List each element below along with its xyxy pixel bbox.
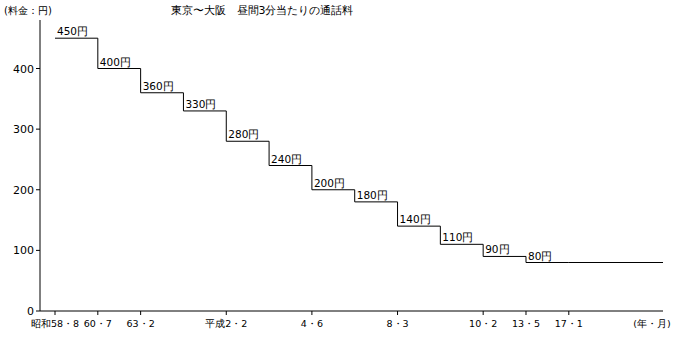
x-tick [55, 311, 56, 315]
step-riser [525, 256, 526, 262]
x-tick-label: 13・5 [512, 318, 540, 329]
x-tick [397, 311, 398, 315]
x-tick-label: 10・2 [469, 318, 497, 329]
y-tick [36, 129, 40, 130]
y-tick-label: 300 [13, 123, 34, 136]
data-label: 180円 [357, 189, 388, 201]
x-axis [40, 311, 663, 312]
data-label: 140円 [400, 213, 431, 225]
x-tick [226, 311, 227, 315]
x-tick-label: 平成2・2 [205, 318, 247, 329]
x-tick [311, 311, 312, 315]
y-tick [36, 189, 40, 190]
step-riser [354, 190, 355, 202]
x-tick [483, 311, 484, 315]
data-label: 280円 [228, 128, 259, 140]
step-segment [398, 226, 441, 227]
data-label: 360円 [143, 80, 174, 92]
step-riser [311, 166, 312, 190]
step-riser [97, 38, 98, 68]
step-segment [226, 141, 269, 142]
y-axis-label: (料金：円) [4, 5, 52, 16]
y-tick-label: 200 [13, 184, 34, 197]
y-tick [36, 68, 40, 69]
x-tick-label: 60・7 [84, 318, 112, 329]
data-label: 240円 [271, 153, 302, 165]
chart-svg: 東京〜大阪 昼間3分当たりの通話料 (料金：円) 0 100 200 300 400 昭和58… [0, 0, 694, 337]
data-label: 80円 [528, 250, 552, 262]
step-segment [440, 244, 483, 245]
step-segment [483, 256, 526, 257]
step-riser [483, 244, 484, 256]
step-segment [312, 189, 355, 190]
step-riser [140, 69, 141, 93]
x-tick-label: 昭和58・8 [31, 318, 79, 329]
chart-container: 東京〜大阪 昼間3分当たりの通話料 (料金：円) 0 100 200 300 400 昭和58… [0, 0, 694, 337]
marks [55, 38, 663, 262]
step-riser [183, 93, 184, 111]
x-tick-label: 8・3 [386, 318, 408, 329]
x-tick-label: 63・2 [127, 318, 155, 329]
step-segment [55, 38, 98, 39]
data-label: 450円 [57, 25, 88, 37]
step-segment [355, 201, 398, 202]
data-label: 90円 [485, 243, 509, 255]
step-segment [98, 68, 141, 69]
x-tick-label: 17・1 [555, 318, 583, 329]
data-label: 400円 [100, 56, 131, 68]
step-riser [226, 111, 227, 141]
y-axis [40, 20, 41, 311]
data-label: 110円 [442, 231, 473, 243]
x-tick [525, 311, 526, 315]
step-riser [397, 202, 398, 226]
x-axis-label: (年・月) [633, 318, 670, 329]
background [0, 0, 694, 337]
step-segment [269, 165, 312, 166]
y-tick-label: 400 [13, 63, 34, 76]
step-segment [183, 110, 226, 111]
step-segment [526, 262, 569, 263]
x-tick [140, 311, 141, 315]
step-segment [569, 262, 663, 263]
x-tick [568, 311, 569, 315]
y-tick [36, 311, 40, 312]
y-tick-label: 100 [13, 244, 34, 257]
x-tick-label: 4・6 [301, 318, 323, 329]
data-label: 330円 [185, 98, 216, 110]
step-segment [141, 92, 184, 93]
y-tick-label: 0 [27, 305, 34, 318]
step-riser [269, 141, 270, 165]
x-tick [97, 311, 98, 315]
step-riser [440, 226, 441, 244]
title: 東京〜大阪 昼間3分当たりの通話料 [171, 4, 354, 17]
data-label: 200円 [314, 177, 345, 189]
y-tick [36, 250, 40, 251]
